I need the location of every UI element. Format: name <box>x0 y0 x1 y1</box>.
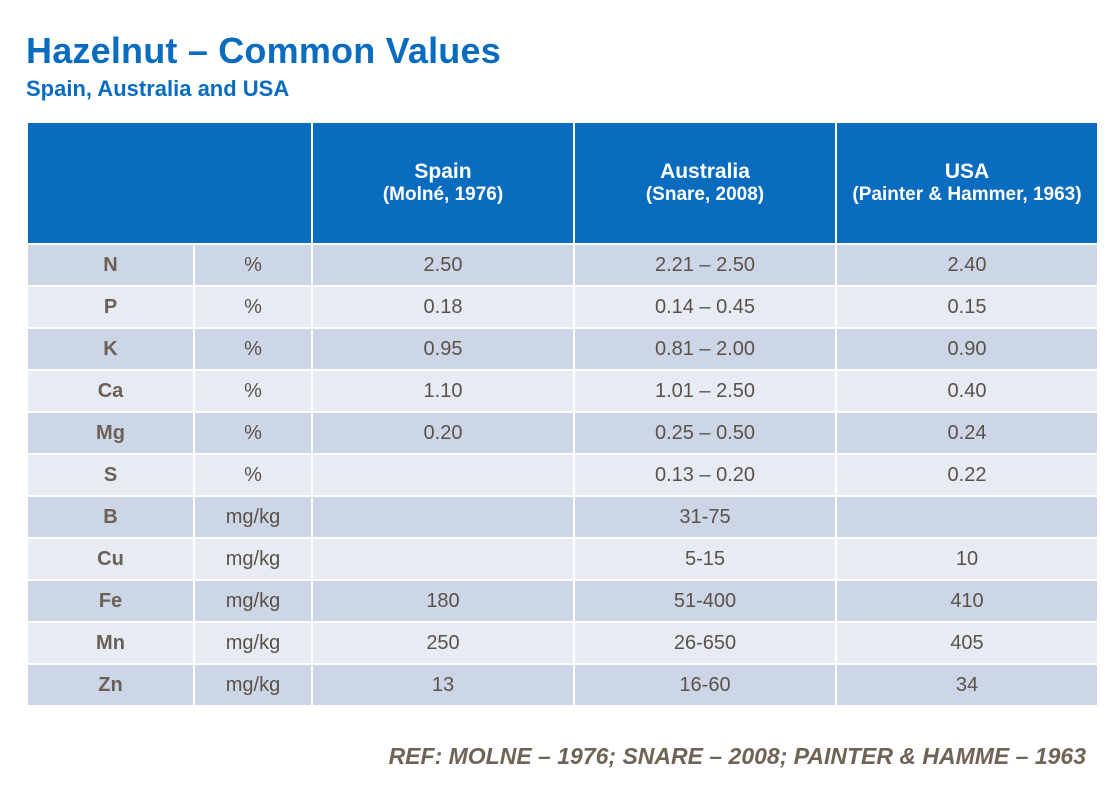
usa-value-cell: 405 <box>835 621 1099 665</box>
table-row: S% 0.13 – 0.20 0.22 <box>26 453 1099 497</box>
usa-value-cell: 2.40 <box>835 243 1099 287</box>
usa-value-cell: 0.22 <box>835 453 1099 497</box>
unit-cell: % <box>193 243 313 287</box>
australia-value-cell: 5-15 <box>573 537 837 581</box>
australia-value-cell: 0.14 – 0.45 <box>573 285 837 329</box>
header-spain: Spain (Molné, 1976) <box>311 121 575 245</box>
unit-cell: mg/kg <box>193 663 313 707</box>
unit-cell: mg/kg <box>193 495 313 539</box>
table-body: N% 2.50 2.21 – 2.50 2.40 P% 0.18 0.14 – 0.45 0.… <box>26 243 1099 707</box>
australia-value-cell: 26-650 <box>573 621 837 665</box>
header-usa: USA (Painter & Hammer, 1963) <box>835 121 1099 245</box>
element-cell: Fe <box>26 579 195 623</box>
australia-value-cell: 51-400 <box>573 579 837 623</box>
element-cell: N <box>26 243 195 287</box>
usa-value-cell: 0.24 <box>835 411 1099 455</box>
usa-value-cell: 0.90 <box>835 327 1099 371</box>
reference-note: REF: MOLNE – 1976; SNARE – 2008; PAINTER… <box>388 743 1086 769</box>
element-cell: Cu <box>26 537 195 581</box>
element-cell: S <box>26 453 195 497</box>
usa-value-cell <box>835 495 1099 539</box>
table-header-row: Spain (Molné, 1976) Australia (Snare, 20… <box>26 121 1099 245</box>
spain-value-cell: 0.18 <box>311 285 575 329</box>
table-row: P% 0.18 0.14 – 0.45 0.15 <box>26 285 1099 329</box>
header-spain-name: Spain <box>414 160 472 183</box>
header-usa-source: (Painter & Hammer, 1963) <box>852 184 1082 206</box>
unit-cell: % <box>193 411 313 455</box>
header-empty-cell <box>26 121 313 245</box>
element-cell: K <box>26 327 195 371</box>
spain-value-cell <box>311 453 575 497</box>
unit-cell: % <box>193 369 313 413</box>
unit-cell: mg/kg <box>193 537 313 581</box>
header-australia: Australia (Snare, 2008) <box>573 121 837 245</box>
australia-value-cell: 0.81 – 2.00 <box>573 327 837 371</box>
table-row: Mg% 0.20 0.25 – 0.50 0.24 <box>26 411 1099 455</box>
element-cell: Zn <box>26 663 195 707</box>
australia-value-cell: 2.21 – 2.50 <box>573 243 837 287</box>
element-cell: B <box>26 495 195 539</box>
table-row: Fe mg/kg 180 51-400 410 <box>26 579 1099 623</box>
element-cell: Mn <box>26 621 195 665</box>
spain-value-cell: 0.95 <box>311 327 575 371</box>
page-title: Hazelnut – Common Values <box>26 30 501 71</box>
spain-value-cell: 13 <box>311 663 575 707</box>
header-spain-source: (Molné, 1976) <box>382 184 504 206</box>
spain-value-cell <box>311 495 575 539</box>
header-usa-name: USA <box>944 160 990 183</box>
usa-value-cell: 0.15 <box>835 285 1099 329</box>
table-row: N% 2.50 2.21 – 2.50 2.40 <box>26 243 1099 287</box>
table-row: Zn mg/kg 13 16-60 34 <box>26 663 1099 707</box>
table-row: Ca% 1.10 1.01 – 2.50 0.40 <box>26 369 1099 413</box>
australia-value-cell: 0.13 – 0.20 <box>573 453 837 497</box>
header-australia-name: Australia <box>660 160 750 183</box>
table-row: K% 0.95 0.81 – 2.00 0.90 <box>26 327 1099 371</box>
usa-value-cell: 410 <box>835 579 1099 623</box>
table-row: Cu mg/kg 5-15 10 <box>26 537 1099 581</box>
spain-value-cell: 0.20 <box>311 411 575 455</box>
table-row: Mn mg/kg 250 26-650 405 <box>26 621 1099 665</box>
unit-cell: mg/kg <box>193 579 313 623</box>
element-cell: Mg <box>26 411 195 455</box>
element-cell: Ca <box>26 369 195 413</box>
spain-value-cell: 2.50 <box>311 243 575 287</box>
australia-value-cell: 31-75 <box>573 495 837 539</box>
spain-value-cell: 1.10 <box>311 369 575 413</box>
values-table: Spain (Molné, 1976) Australia (Snare, 20… <box>26 121 1099 707</box>
australia-value-cell: 1.01 – 2.50 <box>573 369 837 413</box>
usa-value-cell: 34 <box>835 663 1099 707</box>
unit-cell: % <box>193 285 313 329</box>
unit-cell: % <box>193 453 313 497</box>
element-cell: P <box>26 285 195 329</box>
australia-value-cell: 0.25 – 0.50 <box>573 411 837 455</box>
spain-value-cell: 180 <box>311 579 575 623</box>
unit-cell: mg/kg <box>193 621 313 665</box>
header-australia-source: (Snare, 2008) <box>645 184 765 206</box>
spain-value-cell: 250 <box>311 621 575 665</box>
page-subtitle: Spain, Australia and USA <box>26 76 290 101</box>
usa-value-cell: 10 <box>835 537 1099 581</box>
spain-value-cell <box>311 537 575 581</box>
usa-value-cell: 0.40 <box>835 369 1099 413</box>
unit-cell: % <box>193 327 313 371</box>
australia-value-cell: 16-60 <box>573 663 837 707</box>
